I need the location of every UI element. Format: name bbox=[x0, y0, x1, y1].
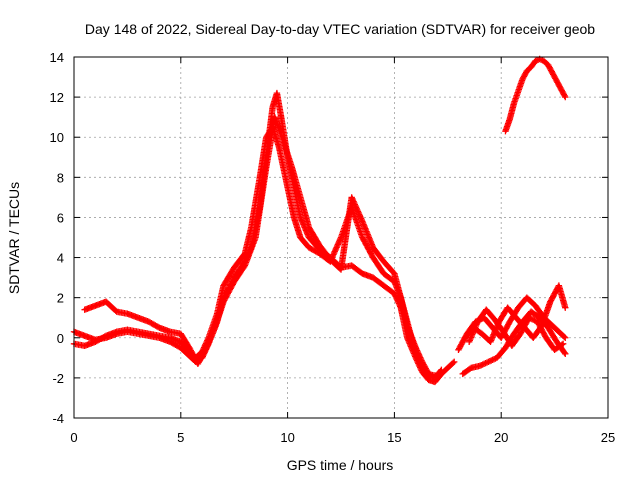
data-point bbox=[480, 360, 488, 368]
data-point bbox=[562, 304, 569, 311]
series-late-arc-a bbox=[459, 308, 569, 378]
data-point bbox=[558, 341, 566, 348]
data-point bbox=[562, 334, 569, 341]
y-axis-label: SDTVAR / TECUs bbox=[6, 182, 22, 294]
data-point bbox=[476, 362, 484, 370]
series-late-arc-d bbox=[465, 306, 567, 354]
data-point bbox=[433, 372, 441, 380]
x-axis-label: GPS time / hours bbox=[287, 457, 394, 473]
data-point bbox=[533, 57, 540, 64]
data-point bbox=[562, 350, 569, 358]
tick-layer: 0 5 10 15 20 25 -4 -2 0 2 4 6 8 10 12 14 bbox=[50, 50, 616, 445]
data-point bbox=[488, 357, 495, 364]
data-point bbox=[562, 93, 569, 101]
data-point bbox=[451, 358, 458, 366]
data-point bbox=[527, 315, 534, 322]
data-point bbox=[478, 361, 485, 369]
series-main-arc-b bbox=[70, 123, 445, 382]
data-point bbox=[528, 315, 536, 323]
y-tick-label: 2 bbox=[57, 291, 64, 306]
plot-frame bbox=[73, 56, 609, 419]
data-point bbox=[561, 333, 568, 340]
data-point bbox=[532, 57, 539, 65]
data-point bbox=[561, 92, 568, 99]
data-point bbox=[525, 314, 533, 321]
series-main-arc-c bbox=[81, 113, 441, 380]
x-tick-label: 0 bbox=[70, 430, 77, 445]
data-point bbox=[437, 367, 444, 375]
x-tick-label: 25 bbox=[601, 430, 615, 445]
x-tick-label: 5 bbox=[177, 430, 184, 445]
series-main-arc-a bbox=[70, 89, 458, 386]
data-layer bbox=[70, 55, 569, 386]
chart-title: Day 148 of 2022, Sidereal Day-to-day VTE… bbox=[85, 21, 595, 37]
data-point bbox=[530, 316, 537, 323]
y-tick-label: 4 bbox=[57, 251, 64, 266]
y-tick-label: 0 bbox=[57, 331, 64, 346]
y-tick-label: -2 bbox=[52, 371, 64, 386]
data-point bbox=[438, 366, 445, 374]
y-tick-label: 6 bbox=[57, 210, 64, 225]
data-point bbox=[449, 359, 457, 367]
data-point bbox=[483, 359, 491, 366]
x-tick-label: 20 bbox=[494, 430, 508, 445]
data-point bbox=[482, 359, 489, 367]
data-point bbox=[485, 358, 492, 366]
y-tick-label: -4 bbox=[52, 411, 64, 426]
x-tick-label: 10 bbox=[280, 430, 294, 445]
data-point bbox=[489, 356, 496, 364]
x-tick-label: 15 bbox=[387, 430, 401, 445]
y-tick-label: 12 bbox=[50, 90, 64, 105]
data-point bbox=[531, 317, 538, 324]
data-point bbox=[537, 56, 545, 63]
data-point bbox=[486, 357, 494, 365]
data-point bbox=[490, 355, 498, 363]
series-high-arc bbox=[502, 55, 569, 135]
y-tick-label: 14 bbox=[50, 50, 64, 65]
y-tick-label: 10 bbox=[50, 130, 64, 145]
data-point bbox=[561, 349, 568, 356]
data-point bbox=[479, 361, 486, 368]
y-tick-label: 8 bbox=[57, 170, 64, 185]
data-point bbox=[559, 340, 567, 347]
